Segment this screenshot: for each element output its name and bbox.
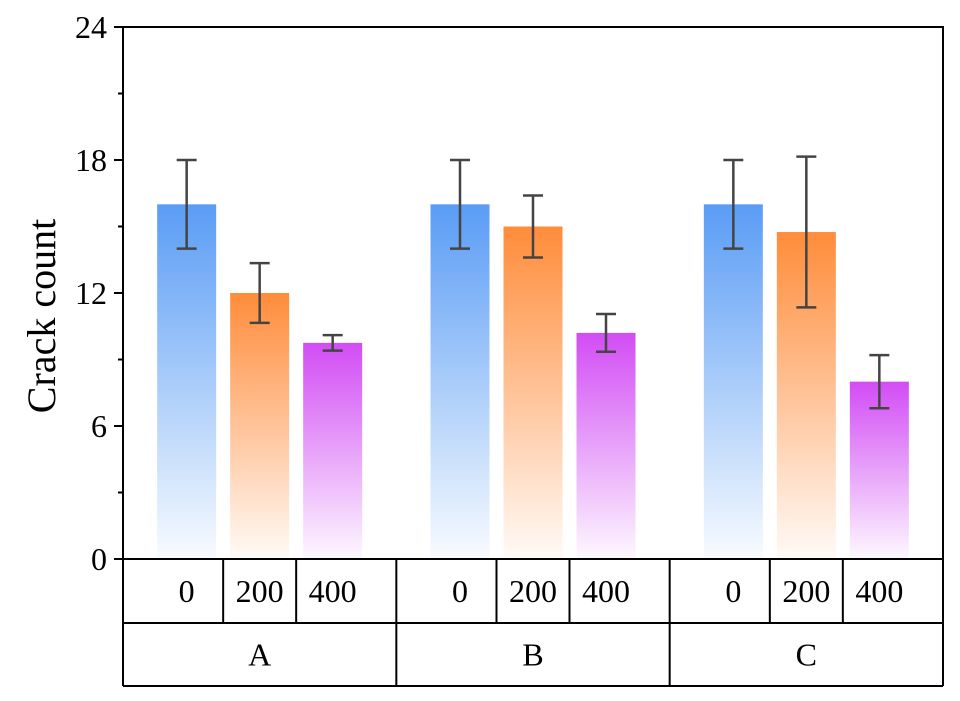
category-label: 0 — [725, 573, 741, 609]
error-bar-c-0 — [723, 158, 744, 250]
category-label: 200 — [509, 573, 557, 609]
category-label: 0 — [179, 573, 195, 609]
bar-b-400 — [576, 332, 636, 559]
bar-b-200 — [503, 226, 563, 559]
bars-layer — [157, 204, 909, 560]
bar-a-400 — [303, 342, 363, 559]
y-tick-label: 12 — [75, 275, 107, 311]
bar-b-0 — [430, 204, 490, 560]
group-label: A — [248, 637, 271, 673]
category-table: 0 200 400 A 0 200 400 B 0 200 400 C — [122, 559, 944, 687]
error-bars-layer — [176, 155, 890, 410]
group-label: B — [522, 637, 543, 673]
bar-c-0 — [703, 204, 763, 560]
bar-a-0 — [157, 204, 217, 560]
category-label: 200 — [782, 573, 830, 609]
category-label: 200 — [236, 573, 284, 609]
category-label: 400 — [582, 573, 630, 609]
bar-a-200 — [230, 293, 290, 559]
error-bar-b-400 — [596, 312, 616, 353]
bar-c-400 — [849, 381, 909, 559]
y-axis-title: Crack count — [19, 219, 64, 413]
y-tick-label: 18 — [75, 142, 107, 178]
error-bar-c-200 — [796, 155, 817, 309]
y-tick-label: 24 — [75, 9, 107, 45]
category-label: 400 — [855, 573, 903, 609]
error-bar-a-0 — [176, 158, 197, 250]
y-tick-label: 6 — [91, 408, 107, 444]
group-label: C — [796, 637, 817, 673]
y-tick-label: 0 — [91, 541, 107, 577]
category-label: 0 — [452, 573, 468, 609]
error-bar-a-400 — [322, 333, 343, 352]
error-bar-b-200 — [523, 194, 543, 259]
y-axis: 0 6 12 18 24 — [75, 9, 123, 577]
error-bar-b-0 — [450, 158, 470, 250]
error-bar-c-400 — [869, 353, 890, 410]
category-label: 400 — [309, 573, 357, 609]
error-bar-a-200 — [249, 261, 270, 325]
